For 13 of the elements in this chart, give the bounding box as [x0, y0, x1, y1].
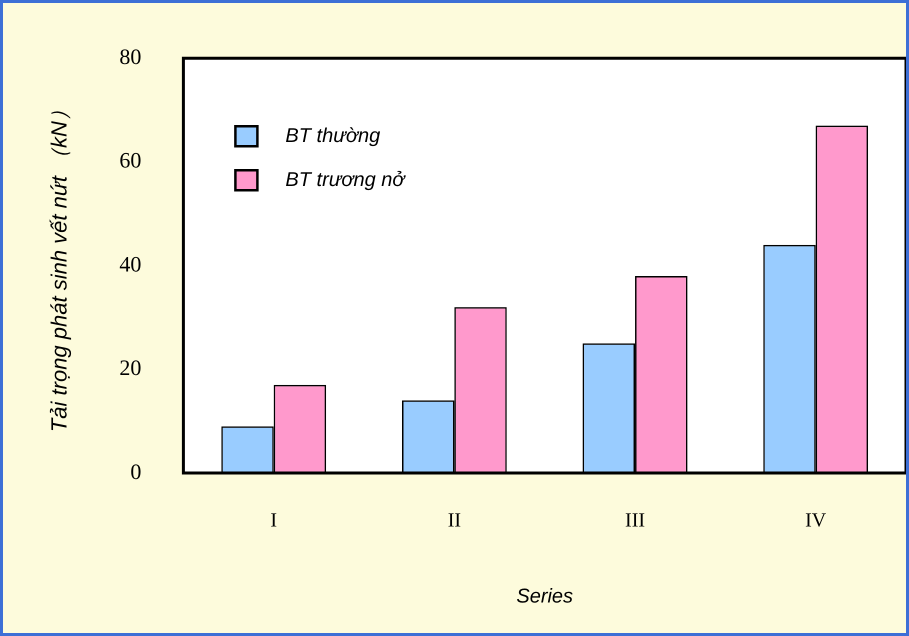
x-axis-title: Series	[516, 586, 574, 608]
y-tick-label: 0	[130, 458, 142, 484]
legend-label: BT thường	[285, 124, 380, 147]
x-tick-label: II	[448, 509, 462, 532]
x-tick-label: I	[270, 509, 278, 532]
x-tick-label: IV	[805, 509, 827, 532]
x-tick-label: III	[625, 509, 646, 532]
y-tick-label: 20	[119, 355, 142, 380]
y-tick-label: 60	[119, 148, 142, 173]
y-tick-label: 40	[119, 251, 142, 276]
y-tick-label: 80	[119, 44, 142, 69]
y-axis-title: Tải trọng phát sinh vết nứt （kN）	[46, 99, 72, 432]
legend-label: BT trương nở	[285, 168, 406, 191]
